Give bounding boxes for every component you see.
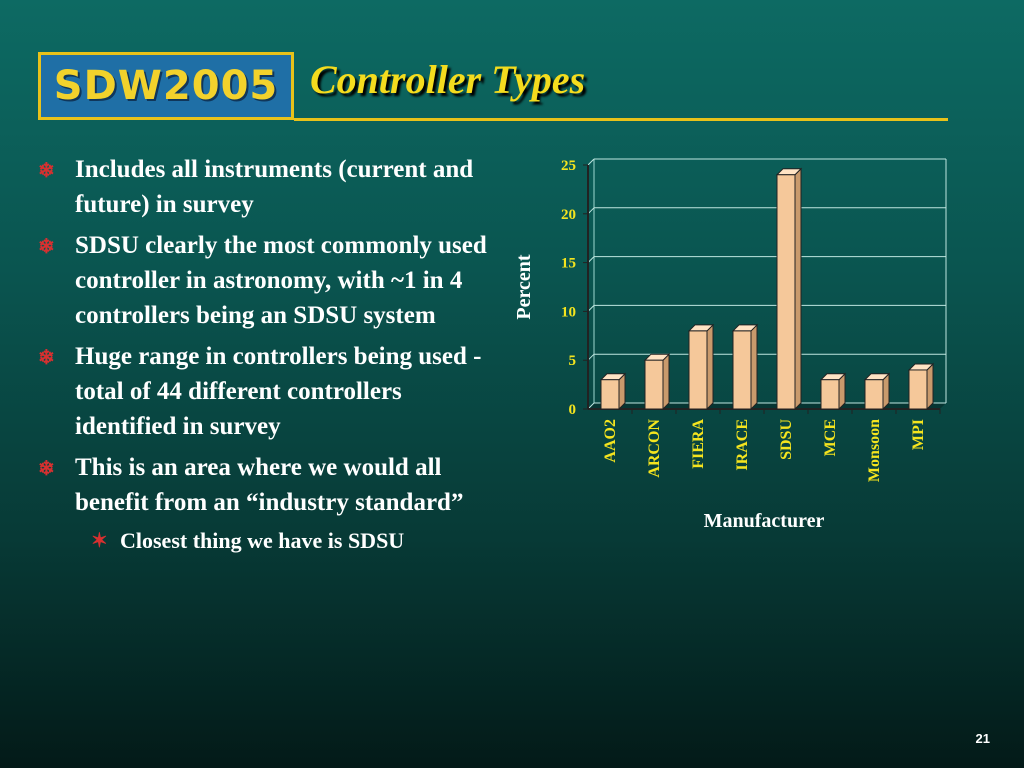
bullet-text: Huge range in controllers being used - t…	[75, 343, 482, 440]
bar	[732, 330, 752, 410]
snowflake-bullet-icon: ❄	[38, 236, 55, 258]
snowflake-bullet-icon: ❄	[38, 347, 55, 369]
x-tick-label: Monsoon	[866, 419, 883, 482]
x-axis-label: Manufacturer	[704, 510, 825, 532]
sub-bullet-item: ✶ Closest thing we have is SDSU	[38, 526, 508, 556]
chart-floor	[588, 403, 946, 409]
sdw2005-logo: SDW2005	[38, 52, 294, 120]
bar-side	[794, 167, 802, 411]
snowflake-bullet-icon: ❄	[38, 160, 55, 182]
sub-bullet-text: Closest thing we have is SDSU	[120, 528, 405, 553]
bar-side	[706, 323, 714, 411]
bullet-item: ❄ Includes all instruments (current and …	[38, 152, 508, 222]
bar-chart: 0 5 10 15 20 25 AAO2 ARCON FIERA IRACE SDSU MCE Mons…	[513, 158, 947, 532]
star-bullet-icon: ✶	[91, 530, 108, 552]
x-tick-label: AAO2	[602, 419, 619, 463]
x-tick-label: ARCON	[646, 419, 663, 478]
bar	[864, 379, 884, 410]
x-tick-label: MPI	[910, 419, 927, 450]
bar-side	[662, 352, 670, 411]
x-tick-label: FIERA	[690, 419, 707, 469]
bullet-item: ❄ Huge range in controllers being used -…	[38, 339, 508, 444]
title-rule	[294, 118, 948, 121]
x-tick-label: IRACE	[734, 419, 751, 471]
bullet-text: This is an area where we would all benef…	[75, 454, 464, 516]
bar-side	[750, 323, 758, 411]
page-number: 21	[975, 731, 990, 746]
y-tick-label: 5	[569, 353, 577, 369]
x-tick-label: MCE	[822, 419, 839, 456]
snowflake-bullet-icon: ❄	[38, 458, 55, 480]
bar	[776, 174, 796, 410]
y-tick-label: 20	[561, 207, 576, 223]
bullet-item: ❄ SDSU clearly the most commonly used co…	[38, 228, 508, 333]
bullet-list: ❄ Includes all instruments (current and …	[38, 152, 508, 556]
gridline-depth	[587, 158, 595, 166]
bar	[908, 369, 928, 410]
slide-title: Controller Types	[310, 57, 586, 102]
bar	[820, 379, 840, 410]
x-tick-label: SDSU	[778, 419, 795, 460]
bullet-item: ❄ This is an area where we would all ben…	[38, 450, 508, 520]
bar	[600, 379, 620, 410]
y-tick-label: 10	[561, 304, 576, 320]
bar	[644, 359, 664, 410]
bar-side	[926, 362, 934, 411]
bar	[688, 330, 708, 410]
y-tick-label: 15	[561, 256, 576, 272]
y-tick-label: 0	[569, 402, 577, 418]
bullet-text: Includes all instruments (current and fu…	[75, 156, 474, 218]
bullet-text: SDSU clearly the most commonly used cont…	[75, 232, 487, 329]
logo-text: SDW2005	[53, 63, 279, 109]
y-tick-label: 25	[561, 158, 576, 174]
y-axis-label: Percent	[513, 254, 535, 319]
